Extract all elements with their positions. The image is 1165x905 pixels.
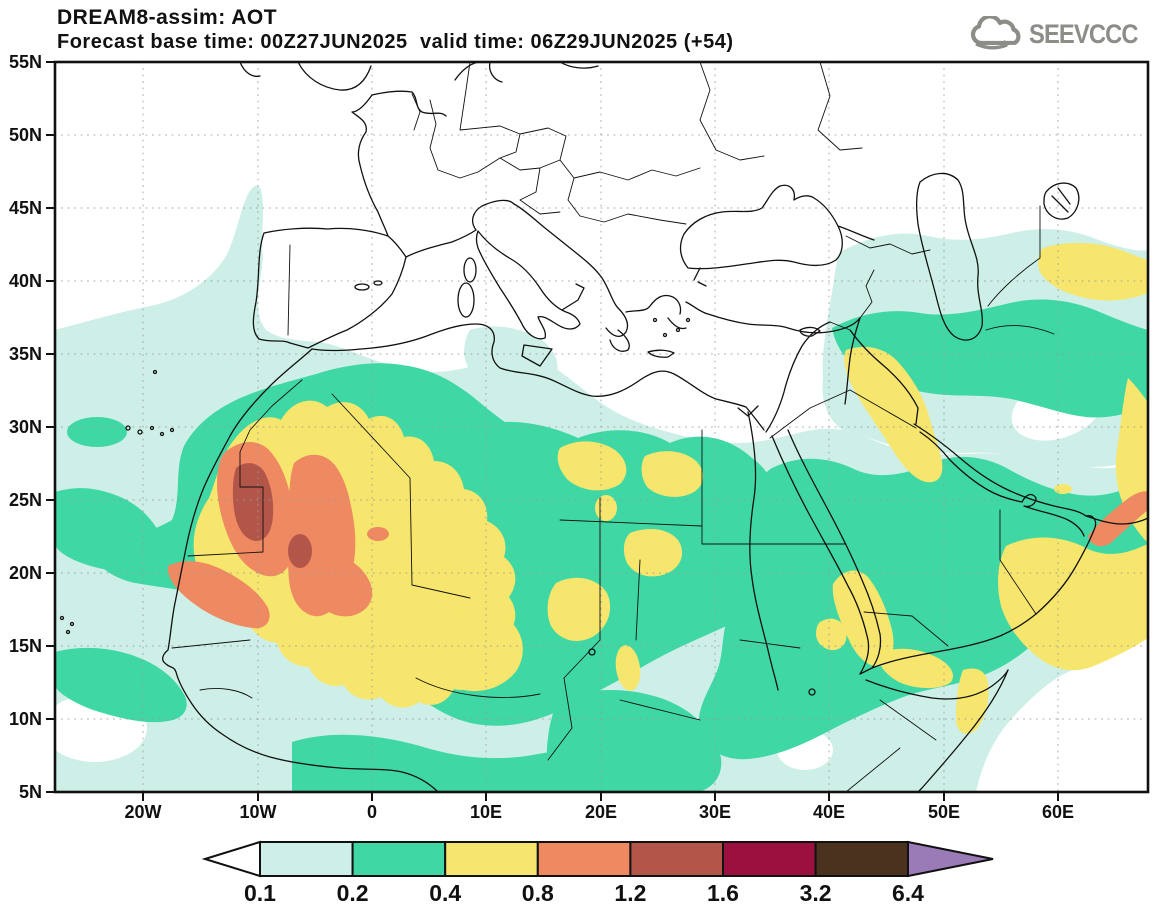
lat-label: 20N <box>9 563 42 583</box>
lat-label: 15N <box>9 636 42 656</box>
lon-label: 20W <box>124 802 161 822</box>
coastlines <box>59 62 1148 792</box>
lat-label: 10N <box>9 709 42 729</box>
colorbar-labels: 0.1 0.2 0.4 0.8 1.2 1.6 3.2 6.4 <box>244 880 924 905</box>
lat-label: 30N <box>9 417 42 437</box>
lon-label: 0 <box>367 802 377 822</box>
lon-axis-labels: 20W 10W 0 10E 20E 30E 40E 50E 60E <box>124 802 1074 822</box>
lat-label: 35N <box>9 344 42 364</box>
colorbar-label: 6.4 <box>892 880 924 905</box>
map-frame: 55N 50N 45N 40N 35N 30N 25N 20N 15N 10N … <box>9 52 1150 822</box>
colorbar-left-arrow <box>201 840 261 878</box>
lon-label: 20E <box>585 802 617 822</box>
lat-label: 50N <box>9 125 42 145</box>
cloud-arrow-icon <box>971 16 1021 50</box>
valid-time: valid time: 06Z29JUN2025 (+54) <box>420 31 734 53</box>
colorbar: 0.1 0.2 0.4 0.8 1.2 1.6 3.2 6.4 <box>201 840 994 905</box>
colorbar-label: 3.2 <box>800 880 832 905</box>
lon-label: 40E <box>813 802 845 822</box>
lon-label: 30E <box>699 802 731 822</box>
lat-axis-labels: 55N 50N 45N 40N 35N 30N 25N 20N 15N 10N … <box>9 52 42 802</box>
lat-label: 55N <box>9 52 42 72</box>
colorbar-label: 1.2 <box>614 880 646 905</box>
logo-text: SEEVCCC <box>1029 18 1139 49</box>
lat-label: 45N <box>9 198 42 218</box>
lat-label: 5N <box>19 782 42 802</box>
colorbar-label: 1.6 <box>707 880 739 905</box>
colorbar-segment <box>259 841 354 877</box>
colorbar-right-arrow <box>907 840 994 878</box>
aot-contour-fills <box>55 62 1148 792</box>
colorbar-label: 0.4 <box>429 880 461 905</box>
page-title: DREAM8-assim: AOT <box>57 6 278 29</box>
colorbar-label: 0.8 <box>522 880 554 905</box>
lon-label: 10E <box>470 802 502 822</box>
lon-label: 60E <box>1042 802 1074 822</box>
country-borders <box>171 62 1055 792</box>
lat-label: 25N <box>9 490 42 510</box>
lat-label: 40N <box>9 271 42 291</box>
colorbar-segment <box>814 841 909 877</box>
colorbar-label: 0.2 <box>337 880 369 905</box>
colorbar-segment <box>444 841 539 877</box>
colorbar-segment <box>722 841 817 877</box>
axis-ticks <box>46 61 1059 801</box>
colorbar-segment <box>351 841 447 877</box>
lon-label: 10W <box>239 802 276 822</box>
seevccc-logo: SEEVCCC <box>969 16 1153 52</box>
colorbar-label: 0.1 <box>244 880 276 905</box>
colorbar-segment <box>629 841 725 877</box>
lat-lon-gridlines <box>55 62 1148 792</box>
forecast-base-time: Forecast base time: 00Z27JUN2025 <box>57 31 408 53</box>
lon-label: 50E <box>928 802 960 822</box>
colorbar-segment <box>536 841 632 877</box>
